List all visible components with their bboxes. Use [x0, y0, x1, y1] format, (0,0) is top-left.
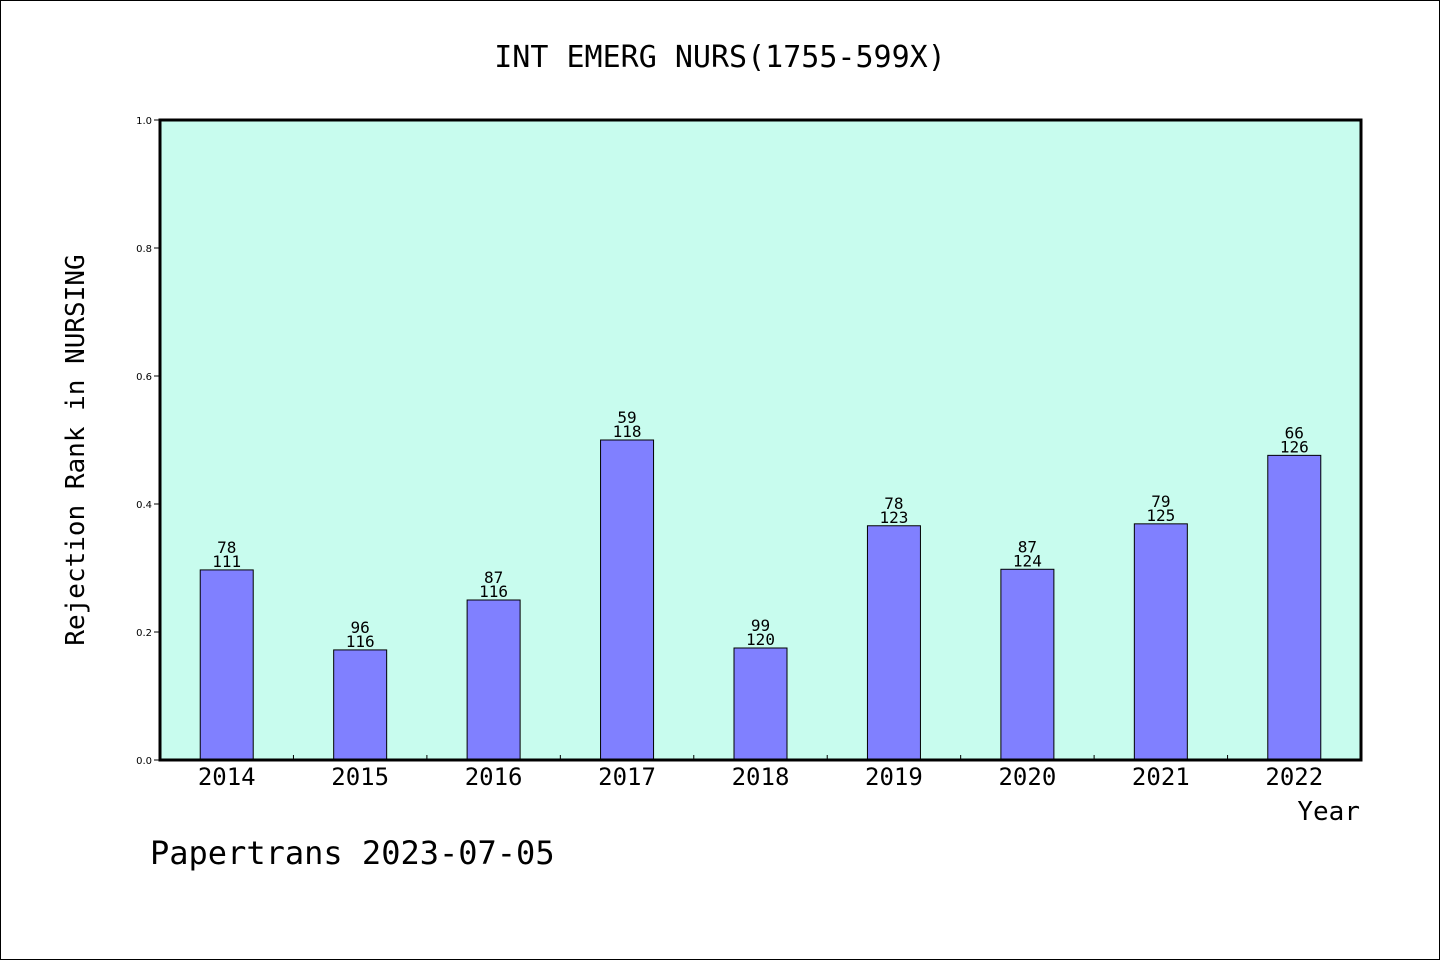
chart-title: INT EMERG NURS(1755-599X) [494, 40, 946, 75]
y-tick-label: 0.4 [136, 500, 152, 511]
plot-frame [158, 118, 1363, 762]
bar-label-bottom: 125 [1146, 506, 1175, 525]
bar-2018 [733, 647, 788, 761]
bar-label-top: 96 [351, 618, 370, 637]
x-tick-label: 2021 [1132, 763, 1190, 791]
footer-credit: Papertrans 2023-07-05 [150, 834, 555, 872]
bar-label-top: 87 [484, 568, 503, 587]
bar-2021 [1133, 523, 1188, 761]
bar-label-top: 59 [617, 408, 636, 427]
bars [199, 439, 1322, 761]
x-tick-label: 2017 [598, 763, 656, 791]
bar-label-bottom: 120 [746, 630, 775, 649]
x-tick-label: 2020 [998, 763, 1056, 791]
y-axis-label: Rejection Rank in NURSING [61, 254, 91, 645]
bar-labels: 7811196116871165911899120781238712479125… [212, 408, 1308, 651]
x-axis-label: Year [1297, 797, 1360, 827]
y-tick-label: 0.0 [136, 756, 152, 767]
bar-2019 [866, 525, 921, 761]
x-tick-label: 2016 [465, 763, 523, 791]
x-tick-label: 2018 [732, 763, 790, 791]
bar-label-top: 87 [1018, 537, 1037, 556]
bar-2017 [600, 439, 655, 761]
bar-label-top: 99 [751, 616, 770, 635]
bar-label-top: 66 [1285, 423, 1304, 442]
bar-label-bottom: 123 [879, 508, 908, 527]
bar-label-bottom: 126 [1280, 437, 1309, 456]
bar-2022 [1267, 454, 1322, 761]
bar-label-top: 78 [884, 494, 903, 513]
bar-2016 [466, 599, 521, 761]
bar-label-bottom: 111 [212, 552, 241, 571]
bar-2020 [1000, 568, 1055, 761]
x-tick-label: 2015 [331, 763, 389, 791]
bar-label-bottom: 124 [1013, 551, 1042, 570]
bar-2015 [333, 649, 388, 761]
y-tick-label: 0.6 [136, 372, 152, 383]
bar-label-bottom: 116 [479, 582, 508, 601]
y-tick-label: 0.2 [136, 628, 152, 639]
y-tick-label: 0.8 [136, 244, 152, 255]
x-tick-label: 2014 [198, 763, 256, 791]
bar-2014 [199, 569, 254, 761]
bar-label-top: 78 [217, 538, 236, 557]
bar-label-top: 79 [1151, 492, 1170, 511]
bar-label-bottom: 116 [346, 632, 375, 651]
x-tick-label: 2022 [1265, 763, 1323, 791]
y-tick-label: 1.0 [136, 116, 152, 127]
bar-label-bottom: 118 [613, 422, 642, 441]
x-tick-label: 2019 [865, 763, 923, 791]
x-tick-labels: 2014 2015 2016 2017 2018 2019 2020 2021 2022 [198, 763, 1323, 791]
